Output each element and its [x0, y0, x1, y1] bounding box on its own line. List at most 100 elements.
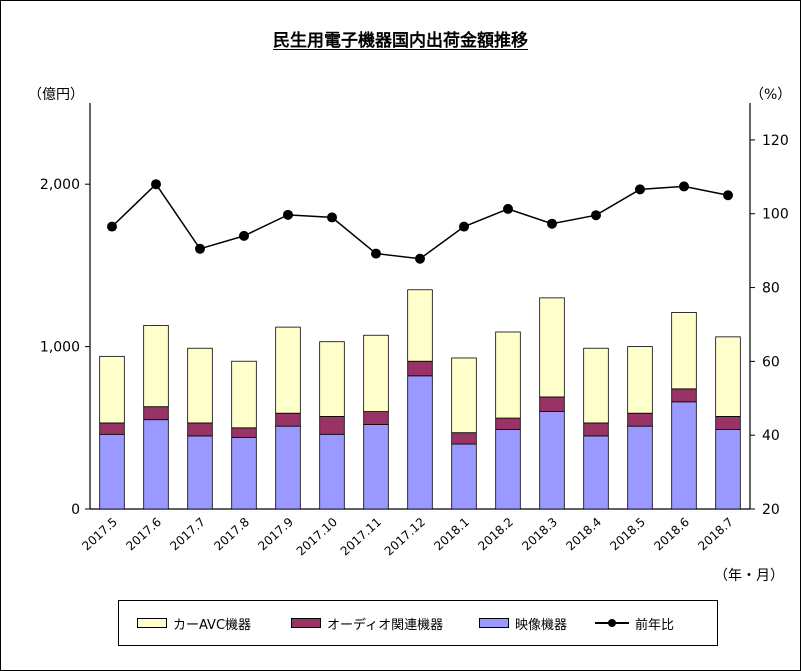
yoy-point [635, 184, 645, 195]
bar-car-av [143, 325, 169, 408]
bar-video [583, 435, 609, 510]
bar-audio [143, 406, 169, 421]
legend-item-car-av: カーAVC機器 [137, 614, 252, 633]
yoy-point [151, 179, 161, 190]
bar-video [407, 375, 433, 510]
yoy-point [283, 209, 293, 220]
right-axis-tick-label: 120 [762, 133, 789, 149]
legend-label-video: 映像機器 [515, 617, 568, 633]
yoy-point [591, 210, 601, 221]
bar-car-av [539, 297, 565, 398]
bar-car-av [583, 347, 609, 424]
yoy-point [195, 243, 205, 254]
yoy-point [459, 221, 469, 232]
bar-video [143, 419, 169, 510]
right-axis-unit: （%） [750, 87, 792, 103]
bar-audio [275, 412, 301, 427]
bar-video [495, 429, 521, 510]
bar-audio [715, 416, 741, 430]
bar-audio [363, 411, 389, 425]
x-category-label: 2017.9 [255, 515, 296, 554]
yoy-point [723, 190, 733, 201]
right-axis-tick-label: 60 [762, 354, 780, 370]
chart-title-text: 民生用電子機器国内出荷金額推移 [273, 31, 528, 51]
bar-car-av [671, 312, 697, 390]
legend-label-car-av: カーAVC機器 [173, 617, 252, 633]
bar-car-av [627, 346, 653, 414]
bar-car-av [187, 347, 213, 424]
bar-car-av [231, 360, 257, 429]
bar-car-av [407, 289, 433, 362]
bar-video [715, 429, 741, 510]
legend-item-audio: オーディオ関連機器 [291, 614, 444, 633]
bar-video [451, 443, 477, 510]
bar-video [187, 435, 213, 510]
left-axis-tick-label: 0 [71, 502, 80, 518]
yoy-point [371, 248, 381, 259]
yoy-point [415, 253, 425, 264]
x-category-label: 2017.7 [167, 515, 208, 554]
x-category-label: 2018.7 [695, 515, 736, 554]
legend-swatch-car-av [137, 618, 167, 628]
x-category-label: 2017.12 [382, 515, 428, 559]
legend-swatch-video [479, 618, 509, 628]
legend: カーAVC機器 オーディオ関連機器 映像機器 前年比 [118, 600, 718, 646]
legend-item-video: 映像機器 [479, 614, 568, 633]
yoy-point [107, 221, 117, 232]
bar-audio [99, 422, 125, 435]
right-axis-tick-label: 20 [762, 502, 780, 518]
legend-item-yoy: 前年比 [595, 614, 675, 633]
bar-video [99, 433, 125, 510]
right-axis-tick-label: 100 [762, 207, 789, 223]
x-category-label: 2017.6 [123, 515, 164, 554]
bar-audio [495, 417, 521, 430]
yoy-point [327, 212, 337, 223]
left-axis-tick-label: 2,000 [40, 177, 80, 193]
bar-car-av [451, 357, 477, 434]
x-category-label: 2017.8 [211, 515, 252, 554]
bar-video [231, 437, 257, 510]
bar-audio [319, 416, 345, 435]
bar-audio [627, 412, 653, 427]
x-category-label: 2018.3 [519, 515, 560, 554]
right-axis-tick-label: 40 [762, 428, 780, 444]
x-category-label: 2018.4 [563, 515, 604, 554]
legend-label-audio: オーディオ関連機器 [327, 617, 444, 633]
x-category-label: 2017.11 [338, 515, 384, 559]
x-category-label: 2018.1 [431, 515, 472, 554]
x-category-label: 2018.6 [651, 515, 692, 554]
bar-audio [407, 360, 433, 377]
bar-audio [671, 388, 697, 403]
left-axis-tick-label: 1,000 [40, 340, 80, 356]
yoy-point [679, 181, 689, 192]
bar-video [319, 433, 345, 510]
yoy-point [503, 203, 513, 214]
legend-label-yoy: 前年比 [635, 617, 675, 633]
bar-video [275, 425, 301, 510]
bar-car-av [275, 326, 301, 414]
bar-car-av [99, 355, 125, 424]
legend-line-icon [595, 618, 629, 628]
x-category-label: 2018.2 [475, 515, 516, 554]
bar-audio [231, 427, 257, 438]
bar-audio [539, 396, 565, 412]
yoy-point [239, 230, 249, 241]
bar-audio [583, 422, 609, 437]
right-axis-tick-label: 80 [762, 281, 780, 297]
yoy-point [547, 218, 557, 229]
chart-title: 民生用電子機器国内出荷金額推移 [0, 26, 801, 51]
bar-car-av [715, 336, 741, 417]
x-category-label: 2017.10 [294, 515, 340, 559]
legend-swatch-audio [291, 618, 321, 628]
x-category-label: 2017.5 [79, 515, 120, 554]
bar-video [627, 425, 653, 510]
x-category-label: 2018.5 [607, 515, 648, 554]
bar-video [363, 424, 389, 510]
bar-car-av [495, 331, 521, 419]
bar-car-av [319, 341, 345, 417]
bar-audio [187, 422, 213, 437]
bar-audio [451, 432, 477, 445]
bar-video [671, 401, 697, 510]
